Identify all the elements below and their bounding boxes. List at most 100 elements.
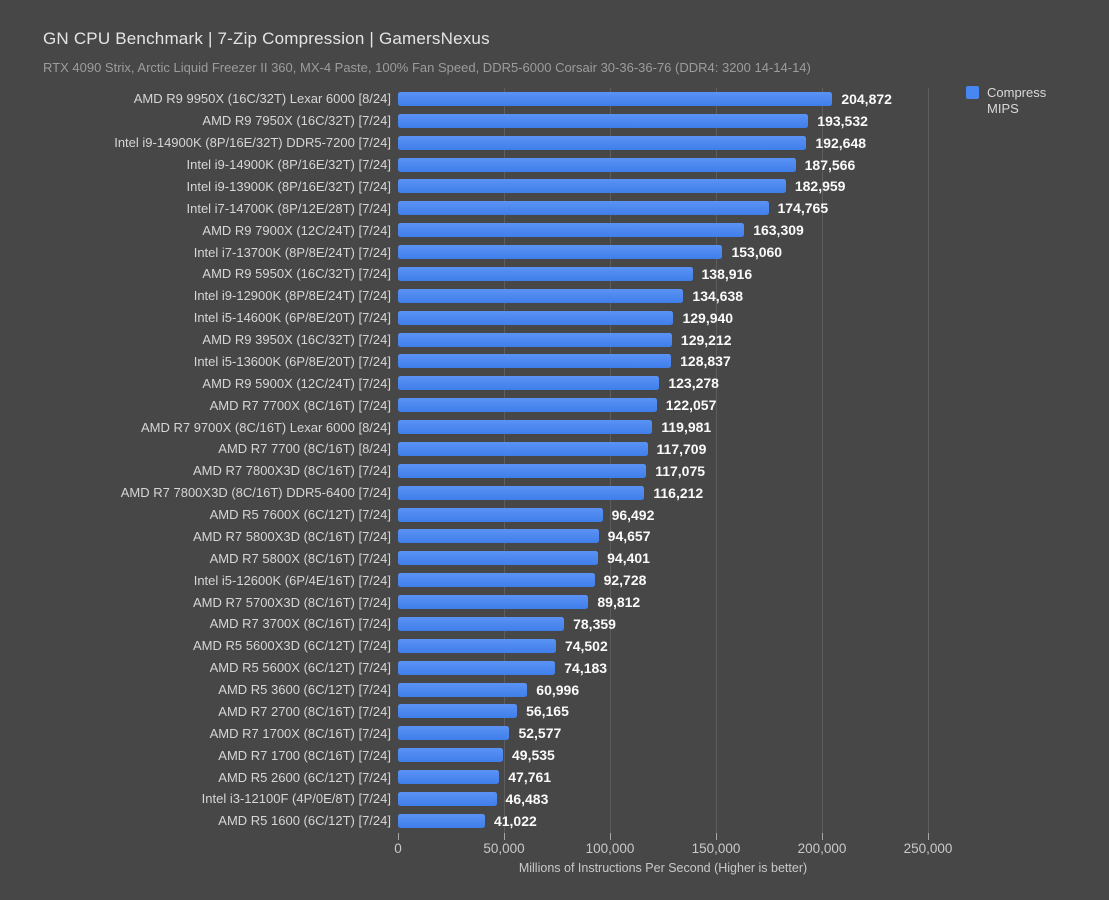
bar-track: 74,502 [398,638,1109,654]
bar [398,529,599,544]
bar [398,638,556,653]
x-axis-tick [504,833,505,840]
x-axis-tick-label: 200,000 [797,841,847,856]
bar-row: Intel i9-13900K (8P/16E/32T) [7/24] 182,9… [0,176,1109,198]
bar-track: 52,577 [398,725,1109,742]
bar-track: 116,212 [398,485,1109,501]
bar [398,463,647,478]
bar-track: 129,940 [398,310,1109,326]
category-label: AMD R9 5950X (16C/32T) [7/24] [202,266,391,282]
value-label: 138,916 [701,265,753,282]
legend-color-swatch-icon [966,86,979,99]
bar-track: 134,638 [398,288,1109,304]
bar-track: 117,709 [398,440,1109,457]
gridline [822,88,823,833]
value-label: 182,959 [794,178,846,195]
bar-row: Intel i5-13600K (6P/8E/20T) [7/24] 128,83… [0,351,1109,373]
bar-row: AMD R7 5800X (8C/16T) [7/24] 94,401 [0,547,1109,569]
x-axis-tick [398,833,399,840]
value-label: 94,657 [607,528,651,545]
x-axis-tick [716,833,717,840]
value-label: 52,577 [518,725,562,742]
x-axis-title: Millions of Instructions Per Second (Hig… [518,861,808,875]
bar [398,376,660,391]
bar-row: AMD R9 7900X (12C/24T) [7/24] 163,309 [0,219,1109,241]
category-label: AMD R7 7800X3D (8C/16T) [7/24] [193,463,391,479]
bar-row: Intel i5-12600K (6P/4E/16T) [7/24] 92,728 [0,569,1109,591]
bar [398,310,674,325]
bar-row: AMD R7 7800X3D (8C/16T) [7/24] 117,075 [0,460,1109,482]
bar [398,266,693,281]
bar-track: 46,483 [398,790,1109,807]
bar [398,551,599,566]
bar-track: 119,981 [398,419,1109,435]
gridline [504,88,505,833]
category-label: AMD R7 5800X (8C/16T) [7/24] [209,550,391,566]
value-label: 193,532 [817,112,868,129]
category-label: Intel i9-14900K (8P/16E/32T) DDR5-7200 [… [114,135,391,151]
value-label: 60,996 [536,681,580,698]
bar [398,201,769,216]
legend-label-line1: Compress [987,85,1047,100]
bar-track: 182,959 [398,178,1109,195]
bar-row: AMD R7 5800X3D (8C/16T) [7/24] 94,657 [0,526,1109,548]
plot-area: AMD R9 9950X (16C/32T) Lexar 6000 [8/24]… [0,88,1109,832]
bar-track: 92,728 [398,572,1109,588]
value-label: 129,212 [680,331,732,348]
bar-track: 192,648 [398,134,1109,151]
value-label: 89,812 [597,594,641,611]
bar-track: 74,183 [398,660,1109,676]
bar-track: 193,532 [398,112,1109,129]
bar-track: 94,401 [398,550,1109,566]
gridline [928,88,929,833]
bar [398,113,809,128]
category-label: AMD R7 5800X3D (8C/16T) [7/24] [193,528,391,544]
value-label: 96,492 [611,506,655,523]
bar-row: AMD R5 5600X (6C/12T) [7/24] 74,183 [0,657,1109,679]
category-label: AMD R9 3950X (16C/32T) [7/24] [202,332,391,348]
bar-track: 117,075 [398,463,1109,479]
bar [398,507,603,522]
bar [398,485,645,500]
value-label: 192,648 [815,134,867,151]
bar-track: 129,212 [398,331,1109,348]
bar [398,91,833,106]
bar-track: 49,535 [398,747,1109,764]
x-axis-tick-label: 150,000 [691,841,741,856]
bar-row: AMD R7 1700X (8C/16T) [7/24] 52,577 [0,722,1109,744]
legend-label: Compress MIPS [987,85,1046,117]
bar-row: AMD R9 5950X (16C/32T) [7/24] 138,916 [0,263,1109,285]
x-axis-tick [822,833,823,840]
value-label: 117,709 [656,440,707,457]
bar-track: 153,060 [398,244,1109,260]
value-label: 46,483 [505,790,549,807]
chart-subtitle: RTX 4090 Strix, Arctic Liquid Freezer II… [43,60,811,75]
value-label: 49,535 [512,747,555,764]
category-label: Intel i9-12900K (8P/8E/24T) [7/24] [193,288,391,304]
category-label: Intel i7-13700K (8P/8E/24T) [7/24] [193,244,391,260]
value-label: 174,765 [777,200,829,217]
bar-row: AMD R7 5700X3D (8C/16T) [7/24] 89,812 [0,591,1109,613]
bar-row: Intel i9-12900K (8P/8E/24T) [7/24] 134,63… [0,285,1109,307]
category-label: AMD R9 7950X (16C/32T) [7/24] [202,113,391,129]
category-label: Intel i9-13900K (8P/16E/32T) [7/24] [186,178,391,194]
bar-track: 123,278 [398,375,1109,391]
bar-row: AMD R9 7950X (16C/32T) [7/24] 193,532 [0,110,1109,132]
bar-row: Intel i9-14900K (8P/16E/32T) [7/24] 187,5… [0,154,1109,176]
bar [398,420,653,435]
bar [398,595,589,610]
bar-track: 138,916 [398,265,1109,282]
category-label: AMD R7 7700 (8C/16T) [8/24] [218,441,391,457]
bar-row: AMD R7 7700X (8C/16T) [7/24] 122,057 [0,394,1109,416]
bar-row: Intel i7-13700K (8P/8E/24T) [7/24] 153,06… [0,241,1109,263]
bar-track: 60,996 [398,681,1109,698]
bar-row: AMD R7 9700X (8C/16T) Lexar 6000 [8/24] 1… [0,416,1109,438]
bar [398,748,503,763]
category-label: AMD R9 5900X (12C/24T) [7/24] [202,375,391,391]
bar-track: 128,837 [398,353,1109,369]
category-label: AMD R7 9700X (8C/16T) Lexar 6000 [8/24] [140,419,391,435]
bar-row: AMD R5 3600 (6C/12T) [7/24] 60,996 [0,679,1109,701]
bar-row: Intel i3-12100F (4P/0E/8T) [7/24] 46,483 [0,788,1109,810]
bar [398,157,796,172]
bar-track: 163,309 [398,222,1109,238]
